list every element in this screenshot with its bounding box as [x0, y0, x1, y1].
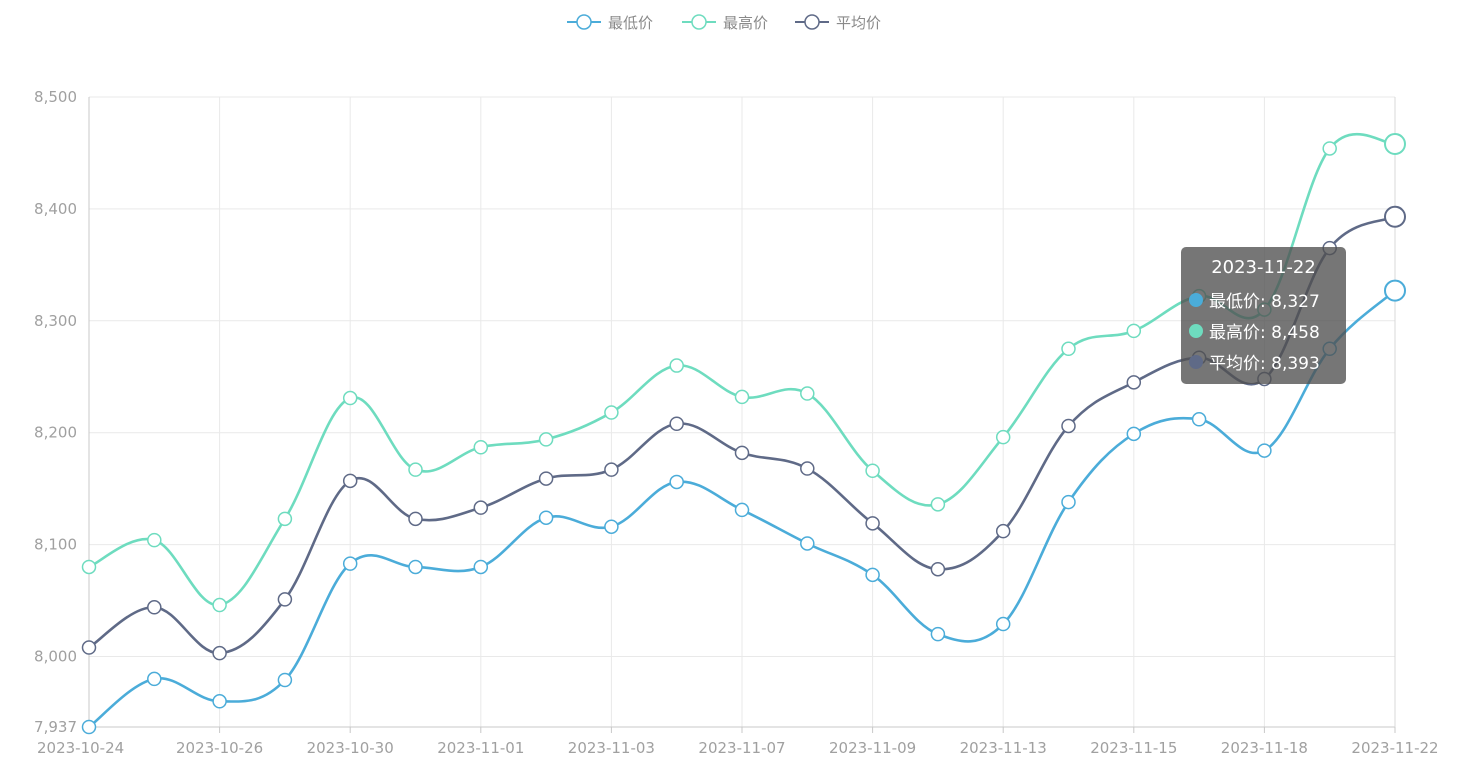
legend-marker [804, 14, 820, 30]
tooltip-label-avg: 平均价: 8,393 [1209, 354, 1320, 374]
y-tick-label: 8,200 [34, 424, 77, 442]
legend-marker [576, 14, 592, 30]
y-tick-label: 8,300 [34, 312, 77, 330]
data-point-low[interactable] [81, 719, 97, 735]
data-point-high[interactable] [995, 429, 1011, 445]
y-tick-label: 7,937 [34, 718, 77, 736]
data-point-avg[interactable] [800, 461, 815, 476]
data-point-high[interactable] [212, 597, 227, 613]
tooltip-label-high: 最高价: 8,458 [1209, 323, 1320, 343]
data-point-low[interactable] [342, 556, 358, 571]
data-point-low[interactable] [147, 671, 162, 687]
x-tick-label: 2023-10-24 [37, 739, 124, 757]
data-point-avg[interactable] [1126, 375, 1142, 390]
data-point-high[interactable] [800, 386, 815, 401]
tooltip-dot-high [1189, 323, 1203, 338]
data-point-high[interactable] [538, 432, 554, 447]
data-point-avg[interactable] [277, 592, 293, 607]
x-tick-label: 2023-11-22 [1351, 739, 1438, 757]
data-point-avg[interactable] [865, 516, 880, 531]
x-tick-label: 2023-11-18 [1221, 739, 1308, 757]
data-point-high[interactable] [1061, 341, 1076, 357]
y-tick-label: 8,400 [34, 200, 77, 218]
legend[interactable]: 最低价 最高价 平均价 [567, 14, 881, 32]
data-point-high[interactable] [277, 511, 293, 527]
data-point-avg[interactable] [1384, 205, 1406, 228]
legend-label: 平均价 [836, 14, 881, 32]
legend-label: 最高价 [723, 14, 768, 32]
data-point-low[interactable] [669, 474, 684, 490]
data-point-avg[interactable] [734, 445, 750, 461]
y-tick-label: 8,100 [34, 536, 77, 554]
data-point-high[interactable] [342, 390, 358, 406]
tooltip-row-low: 最低价: 8,327 [1189, 284, 1338, 315]
data-point-high[interactable] [1126, 323, 1142, 339]
data-point-low[interactable] [930, 626, 946, 642]
data-point-avg[interactable] [930, 561, 946, 577]
data-point-low[interactable] [212, 694, 227, 709]
x-tick-label: 2023-11-03 [568, 739, 655, 757]
data-point-low[interactable] [1126, 426, 1142, 442]
data-point-avg[interactable] [212, 645, 227, 661]
data-point-high[interactable] [669, 358, 684, 373]
y-tick-label: 8,000 [34, 648, 77, 666]
tooltip-label-low: 最低价: 8,327 [1209, 292, 1320, 312]
data-point-low[interactable] [1384, 279, 1406, 302]
tooltip-row-avg: 平均价: 8,393 [1189, 346, 1338, 377]
x-tick-label: 2023-11-01 [437, 739, 524, 757]
legend-item-low[interactable]: 最低价 [567, 14, 653, 32]
data-point-high[interactable] [147, 532, 162, 548]
data-point-avg[interactable] [408, 511, 423, 527]
data-point-low[interactable] [1257, 443, 1272, 458]
x-tick-label: 2023-11-15 [1090, 739, 1177, 757]
data-point-high[interactable] [930, 497, 946, 512]
data-point-high[interactable] [81, 559, 97, 575]
legend-marker [691, 14, 707, 30]
data-point-avg[interactable] [81, 640, 97, 655]
y-tick-label: 8,500 [34, 88, 77, 106]
x-tick-label: 2023-11-09 [829, 739, 916, 757]
data-point-high[interactable] [408, 462, 423, 477]
x-tick-label: 2023-11-07 [698, 739, 785, 757]
data-point-low[interactable] [734, 502, 750, 518]
data-point-low[interactable] [277, 672, 293, 688]
data-point-low[interactable] [800, 536, 815, 551]
tooltip: 2023-11-22 最低价: 8,327 最高价: 8,458 平均价: 8,… [1181, 247, 1346, 384]
tooltip-title: 2023-11-22 [1211, 257, 1316, 278]
data-point-low[interactable] [865, 567, 880, 583]
data-point-low[interactable] [1191, 412, 1207, 427]
data-point-high[interactable] [734, 389, 750, 405]
data-point-avg[interactable] [473, 500, 489, 515]
legend-item-high[interactable]: 最高价 [682, 14, 768, 32]
data-point-low[interactable] [538, 510, 554, 525]
data-point-avg[interactable] [342, 473, 358, 489]
x-tick-label: 2023-11-13 [960, 739, 1047, 757]
data-point-high[interactable] [604, 405, 619, 420]
series-points[interactable] [81, 132, 1406, 735]
data-point-avg[interactable] [147, 600, 162, 615]
data-point-avg[interactable] [1061, 418, 1076, 434]
data-point-low[interactable] [408, 559, 423, 575]
tooltip-row-high: 最高价: 8,458 [1189, 315, 1338, 346]
data-point-low[interactable] [473, 559, 489, 575]
data-point-high[interactable] [1384, 132, 1406, 155]
x-tick-label: 2023-10-30 [307, 739, 394, 757]
axes: 7,937 8,000 8,100 8,200 8,300 8,400 8,500 2023-… [34, 88, 1439, 757]
tooltip-dot-low [1189, 292, 1203, 307]
data-point-low[interactable] [1061, 494, 1076, 510]
data-point-high[interactable] [865, 463, 880, 478]
data-point-avg[interactable] [995, 523, 1011, 539]
grid-lines [89, 96, 1396, 727]
data-point-high[interactable] [473, 439, 489, 455]
x-tick-label: 2023-10-26 [176, 739, 263, 757]
data-point-low[interactable] [604, 519, 619, 534]
data-point-avg[interactable] [604, 462, 619, 477]
data-point-avg[interactable] [538, 471, 554, 486]
data-point-avg[interactable] [669, 416, 684, 431]
tooltip-dot-avg [1189, 354, 1203, 369]
data-point-low[interactable] [995, 616, 1011, 632]
legend-item-avg[interactable]: 平均价 [795, 14, 881, 32]
data-point-high[interactable] [1322, 141, 1337, 156]
legend-label: 最低价 [608, 14, 653, 32]
